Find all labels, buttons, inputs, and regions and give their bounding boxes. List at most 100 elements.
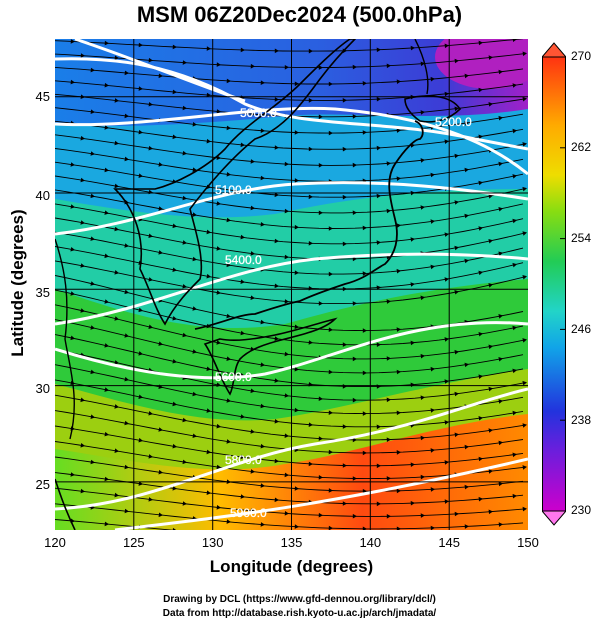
streamline-arrowhead xyxy=(420,435,425,441)
streamline-arrowhead xyxy=(138,437,143,443)
colorbar-svg xyxy=(542,42,566,526)
streamline-arrowhead xyxy=(478,180,483,186)
streamline-arrowhead xyxy=(522,142,527,147)
streamline-arrowhead xyxy=(274,48,279,54)
streamline-arrowhead xyxy=(172,359,177,364)
y-tick-label: 25 xyxy=(35,477,50,492)
streamline-arrowhead xyxy=(148,497,153,502)
streamline-arrowhead xyxy=(294,178,299,183)
streamline-arrowhead xyxy=(148,145,153,151)
streamline-arrowhead xyxy=(386,514,391,519)
streamline-arrowhead xyxy=(250,251,255,256)
streamline-arrowhead xyxy=(260,403,265,409)
streamline-arrowhead xyxy=(454,511,459,517)
streamline-arrowhead xyxy=(498,69,503,75)
streamline-arrowhead xyxy=(104,476,109,482)
streamline-arrowhead xyxy=(138,307,143,313)
streamline-arrowhead xyxy=(488,469,493,474)
streamline-arrowhead xyxy=(114,316,119,321)
streamline-arrowhead xyxy=(512,325,517,331)
streamline-arrowhead xyxy=(294,81,299,87)
streamline-arrowhead xyxy=(182,60,187,65)
streamline-arrowhead xyxy=(464,73,469,79)
streamline-arrowhead xyxy=(352,437,357,443)
streamline xyxy=(55,189,524,229)
coast-korea-china xyxy=(113,39,357,326)
contour-label-1: 5000.0 xyxy=(240,106,277,120)
streamline-arrowhead xyxy=(352,356,357,362)
streamline xyxy=(55,217,524,260)
streamline-arrowhead xyxy=(430,219,435,224)
streamline-arrowhead xyxy=(192,391,197,397)
streamline-arrowhead xyxy=(410,340,415,346)
streamline-arrowhead xyxy=(104,521,109,527)
streamline-arrowhead xyxy=(90,369,95,375)
streamline-arrowhead xyxy=(376,463,381,469)
streamline-arrowhead xyxy=(362,526,367,530)
streamline-arrowhead xyxy=(488,509,493,515)
streamline-arrowhead xyxy=(512,39,517,42)
streamline-arrowhead xyxy=(420,295,425,301)
streamline-arrowhead xyxy=(376,240,381,245)
streamline-arrowhead xyxy=(148,233,153,238)
credit-footer: Drawing by DCL (https://www.gfd-dennou.o… xyxy=(0,593,599,621)
streamline-arrowhead xyxy=(420,395,425,400)
streamline-arrowhead xyxy=(328,271,333,277)
streamline-arrowhead xyxy=(512,368,517,374)
streamline-arrowhead xyxy=(274,336,279,341)
streamline-arrowhead xyxy=(70,472,75,477)
streamline-arrowhead xyxy=(114,270,119,275)
streamline xyxy=(55,148,524,182)
streamline-arrowhead xyxy=(352,513,357,519)
streamline-arrowhead xyxy=(512,493,517,499)
streamline-arrowhead xyxy=(488,55,493,60)
streamline-arrowhead xyxy=(522,231,527,236)
streamline-arrowhead xyxy=(464,213,469,219)
streamline-arrowhead xyxy=(192,212,197,217)
contour-5500 xyxy=(55,252,528,326)
contour-5600 xyxy=(55,321,528,380)
colorbar-tick-label: 230 xyxy=(571,503,592,517)
streamline-arrowhead xyxy=(328,488,333,493)
streamline-arrowhead xyxy=(124,289,129,295)
streamline-arrowhead xyxy=(226,172,231,177)
streamline-arrowhead xyxy=(318,65,323,70)
streamline-arrowhead xyxy=(420,205,425,210)
streamline-arrowhead xyxy=(328,327,333,332)
streamline-arrowhead xyxy=(342,194,347,200)
colorbar-tick-label: 238 xyxy=(571,413,592,427)
streamline-arrowhead xyxy=(294,224,299,230)
streamline-arrowhead xyxy=(104,299,109,304)
streamline-arrowhead xyxy=(192,349,197,354)
streamline-arrowhead xyxy=(362,81,367,86)
streamline-arrowhead xyxy=(226,519,231,524)
streamline-arrowhead xyxy=(478,226,483,231)
streamline-arrowhead xyxy=(454,245,459,251)
streamline-arrowhead xyxy=(114,183,119,189)
streamline-arrowhead xyxy=(396,369,401,375)
streamline-arrowhead xyxy=(386,161,391,166)
streamline-arrowhead xyxy=(464,444,469,450)
streamline-arrowhead xyxy=(396,128,401,133)
streamline-arrowhead xyxy=(260,319,265,325)
streamline xyxy=(55,107,524,134)
height-contours xyxy=(55,39,528,530)
streamline-arrowhead xyxy=(308,422,313,427)
streamline-arrowhead xyxy=(308,146,313,152)
streamline-arrowhead xyxy=(464,258,469,264)
streamline-arrowhead xyxy=(386,208,391,214)
streamline-arrowhead xyxy=(104,431,109,437)
contour-labels: 5000.0 5200.0 5100.0 5400.0 5600.0 5800.… xyxy=(215,106,472,520)
streamline-arrowhead xyxy=(454,290,459,295)
colorbar-tick-label: 254 xyxy=(571,231,592,245)
streamline-arrowhead xyxy=(308,98,313,103)
streamline-arrowhead xyxy=(342,342,347,347)
streamline-arrowhead xyxy=(396,526,401,530)
streamline-arrowhead xyxy=(70,79,75,85)
contour-label-7: 5900.0 xyxy=(230,506,267,520)
streamline-arrowhead xyxy=(362,130,367,135)
streamline-arrowhead xyxy=(454,153,459,159)
streamline-arrowhead xyxy=(430,448,435,453)
colorbar-ticks xyxy=(560,56,566,512)
streamline-arrowhead xyxy=(512,83,517,88)
